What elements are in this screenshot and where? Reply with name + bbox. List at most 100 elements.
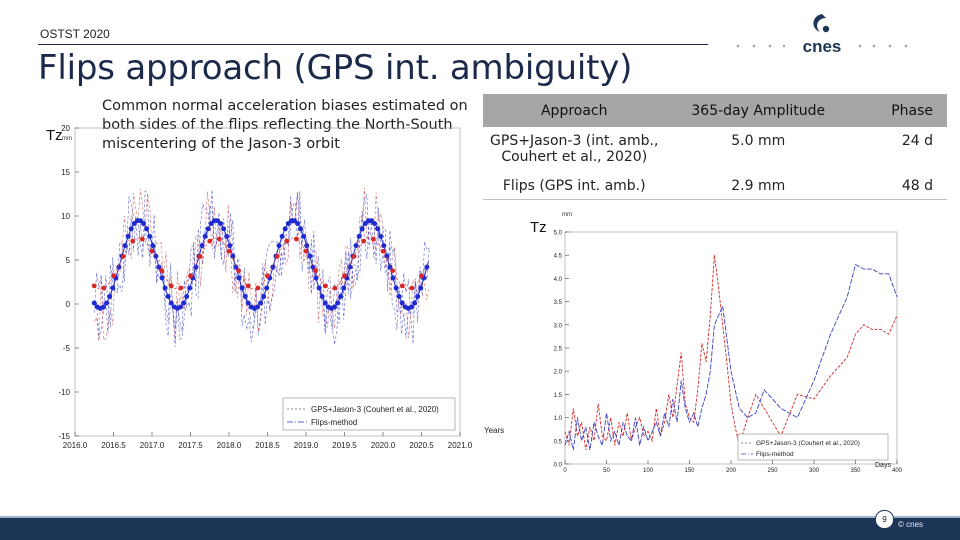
series-gps-point	[122, 243, 128, 249]
series-gps-point	[150, 243, 156, 249]
x-tick-label: 2020.0	[371, 441, 396, 450]
series-flips-point	[188, 273, 193, 279]
series-flips-line	[94, 237, 429, 290]
series-gps-point	[322, 300, 328, 306]
x-tick-label: 250	[767, 468, 778, 474]
conference-label: OSTST 2020	[40, 27, 110, 41]
series-flips-point	[120, 254, 126, 259]
series-gps-point	[393, 285, 399, 291]
series-flips-point	[419, 273, 424, 279]
y-tick-label: 0.0	[554, 463, 563, 469]
series-flips-point	[149, 248, 155, 254]
series-gps-point	[141, 220, 147, 226]
series-gps-point	[261, 293, 267, 299]
series-flips-point	[236, 268, 242, 274]
series-gps-point	[165, 293, 171, 299]
series-flips-point	[322, 283, 328, 289]
legend-box	[737, 433, 889, 461]
series-gps-point	[347, 264, 353, 270]
series-gps-point	[168, 300, 174, 306]
y-tick-label: 5.0	[554, 231, 563, 237]
series-gps-point	[181, 300, 187, 306]
series-gps-point	[356, 233, 362, 239]
series-gps-point	[242, 293, 248, 299]
series-gps-point	[298, 226, 304, 232]
amplitude-phase-table: Approach 365-day Amplitude Phase GPS+Jas…	[483, 94, 947, 200]
y-tick-label: 1.0	[554, 416, 563, 422]
table-row: Flips (GPS int. amb.) 2.9 mm 48 d	[483, 172, 947, 200]
y-tick-label: -10	[58, 388, 70, 397]
series-gps-point	[218, 220, 224, 226]
x-tick-label: 0	[563, 468, 567, 474]
series-gps-point	[353, 243, 359, 249]
table-row: GPS+Jason-3 (int. amb., Couhert et al., …	[483, 127, 947, 172]
series-gps-point	[390, 275, 396, 281]
y-tick-label: 4.0	[554, 277, 563, 283]
plot-frame	[564, 231, 898, 465]
series-flips-point	[390, 268, 396, 274]
series-gps-point	[233, 264, 239, 270]
series-flips-point	[361, 238, 367, 244]
x-axis-label: Days	[875, 462, 891, 469]
series-gps-point	[418, 285, 424, 291]
series-flips-point	[274, 254, 280, 259]
series-flips-point	[342, 273, 347, 279]
copyright-text: © cnes	[898, 520, 924, 529]
x-tick-label: 150	[684, 468, 695, 474]
series-gps-point	[245, 300, 251, 306]
cnes-logo: cnes	[736, 14, 908, 56]
series-flips-point	[101, 285, 107, 291]
series-gps-point	[313, 275, 319, 281]
col-header-phase: Phase	[850, 94, 947, 127]
series-gps-point	[341, 285, 347, 291]
noise-trace	[94, 190, 430, 345]
series-gps-point	[107, 293, 113, 299]
x-tick-label: 2018.5	[255, 441, 280, 450]
series-gps-point	[295, 220, 301, 226]
series-flips-point	[370, 236, 376, 242]
footer-bar	[0, 518, 960, 540]
series-gps-line	[564, 255, 898, 451]
x-tick-label: 200	[726, 468, 737, 474]
col-header-amplitude: 365-day Amplitude	[665, 94, 851, 127]
series-flips-point	[245, 283, 251, 289]
series-gps-point	[227, 243, 233, 249]
series-gps-point	[270, 264, 276, 270]
series-flips-point	[207, 238, 213, 244]
noise-trace	[94, 187, 430, 342]
series-gps-point	[202, 233, 208, 239]
series-gps-point	[193, 264, 199, 270]
series-gps-point	[100, 304, 106, 310]
series-gps-point	[282, 226, 288, 232]
series-gps-point	[224, 233, 230, 239]
series-gps-point	[381, 243, 387, 249]
series-flips-point	[313, 268, 319, 274]
y-axis-label: Tz	[46, 127, 63, 144]
x-tick-label: 2019.0	[294, 441, 319, 450]
x-tick-label: 400	[892, 468, 903, 474]
series-gps-point	[125, 233, 131, 239]
series-gps-point	[159, 275, 165, 281]
legend-label: GPS+Jason-3 (Couhert et al., 2020)	[311, 405, 439, 414]
x-tick-label: 100	[643, 468, 654, 474]
series-gps-point	[372, 220, 378, 226]
series-gps-point	[412, 300, 418, 306]
series-gps-point	[304, 243, 310, 249]
x-tick-label: 2016.5	[101, 441, 126, 450]
series-gps-point	[230, 253, 236, 259]
series-flips-point	[293, 236, 299, 242]
y-tick-label: 2.0	[554, 370, 563, 376]
y-tick-label: 1.5	[554, 393, 563, 399]
series-gps-point	[258, 300, 264, 306]
series-flips-point	[265, 273, 270, 279]
series-gps-point	[162, 285, 168, 291]
y-tick-label: 3.5	[554, 300, 563, 306]
series-gps-point	[110, 285, 116, 291]
series-gps-point	[378, 233, 384, 239]
y-tick-label: 2.5	[554, 347, 563, 353]
x-tick-label: 2019.5	[332, 441, 357, 450]
series-flips-point	[159, 268, 165, 274]
cell-approach: Flips (GPS int. amb.)	[483, 172, 666, 200]
x-tick-label: 350	[850, 468, 861, 474]
figure-caption: Common normal acceleration biases estima…	[102, 98, 468, 152]
